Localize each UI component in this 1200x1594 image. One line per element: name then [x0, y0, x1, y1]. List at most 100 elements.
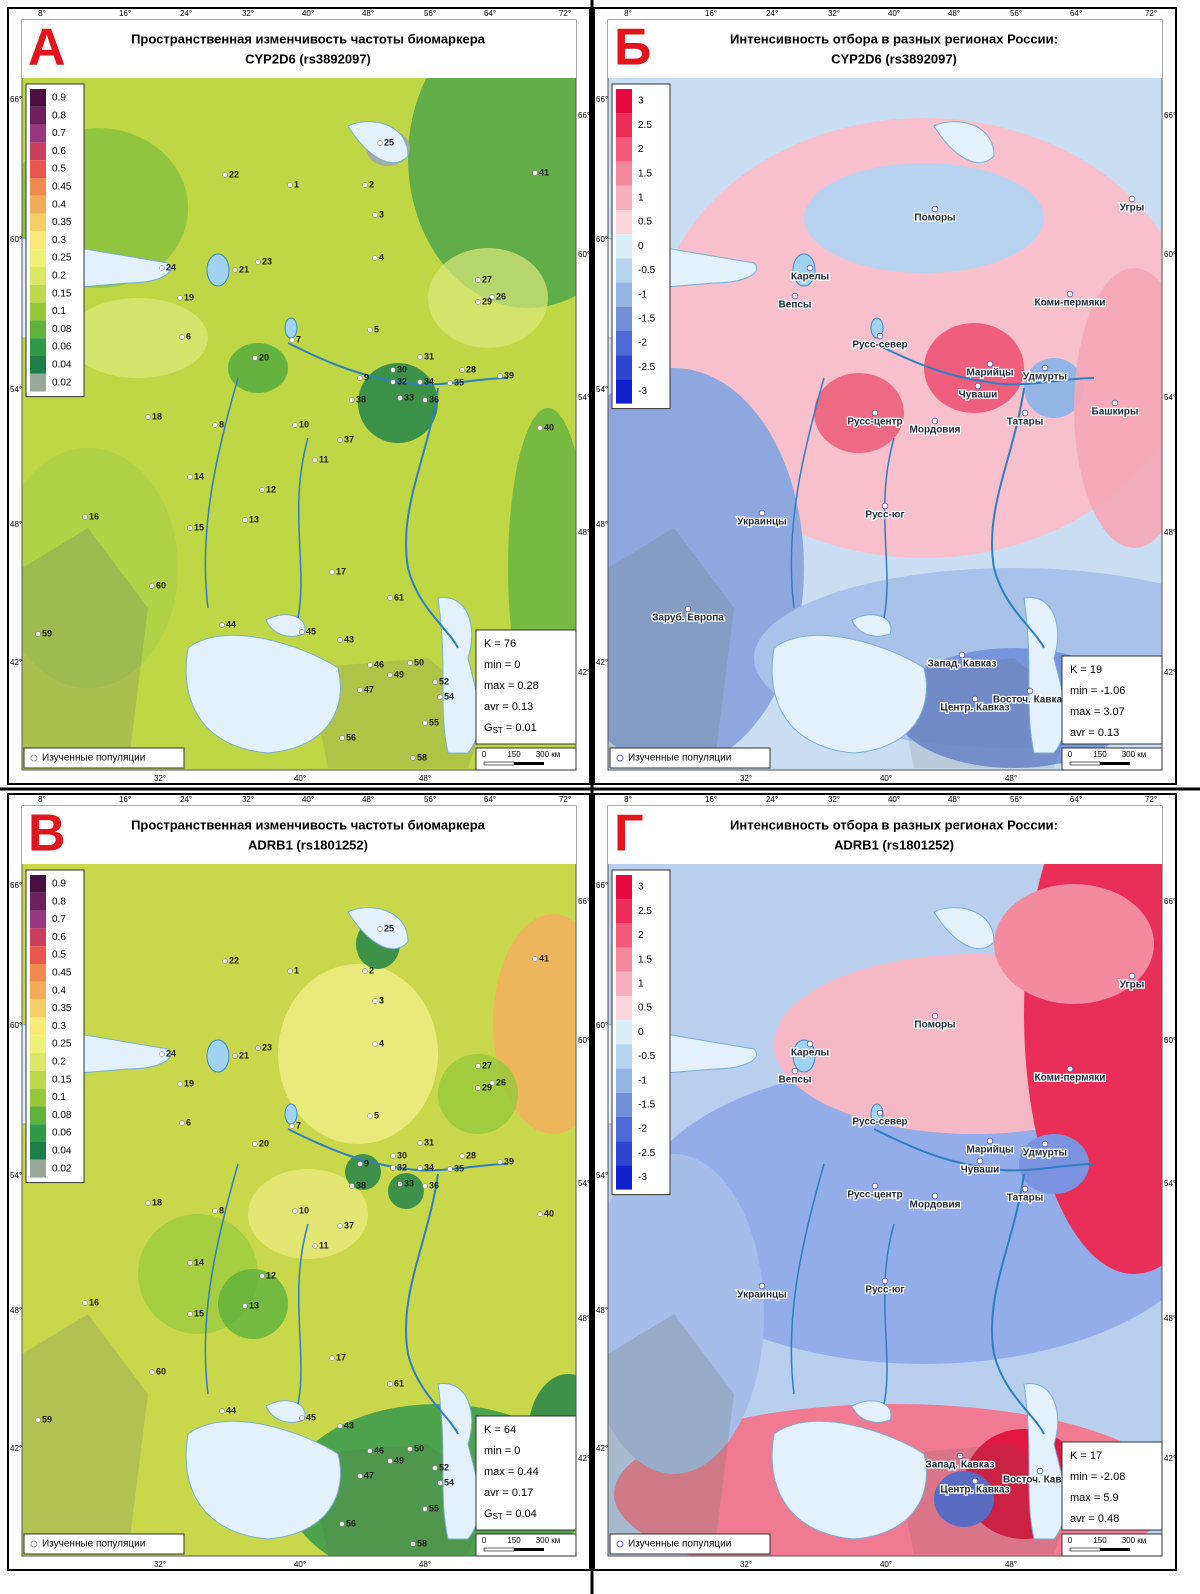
legend-label: -3 — [638, 1172, 647, 1183]
region-point — [931, 205, 939, 213]
region-point — [881, 502, 889, 510]
gst-symbol: G — [484, 1508, 493, 1520]
legend-label: -0.5 — [638, 265, 656, 276]
legend-label: 0.7 — [52, 128, 66, 139]
scale-label: 300 км — [536, 750, 561, 759]
region-label: Татары — [1007, 1193, 1044, 1204]
population-point — [390, 1153, 396, 1159]
population-label: 60 — [156, 580, 166, 590]
stat: K = 76 — [484, 638, 516, 650]
population-point — [422, 1183, 428, 1189]
panel-letter: Г — [614, 805, 643, 863]
note-box — [23, 1533, 185, 1555]
population-point — [372, 255, 378, 261]
water — [185, 1420, 341, 1540]
lon-label: 16° — [119, 795, 131, 804]
region-label: Русс-север — [852, 340, 907, 351]
population-point — [537, 425, 543, 431]
scale-box — [1061, 1533, 1163, 1557]
legend-swatch — [30, 124, 46, 143]
population-point — [299, 629, 305, 635]
title-box — [608, 20, 1162, 78]
lon-label: 8° — [38, 9, 46, 18]
river — [287, 342, 509, 386]
legend-swatch — [30, 267, 46, 285]
population-point — [410, 1541, 416, 1547]
population-point — [287, 968, 293, 974]
legend-swatch — [30, 1070, 46, 1089]
legend-swatch — [30, 142, 46, 161]
population-point — [255, 1045, 261, 1051]
population-label: 24 — [166, 1048, 176, 1058]
region-point — [956, 1452, 964, 1460]
population-label: 38 — [356, 394, 366, 404]
lon-label: 40° — [294, 774, 306, 783]
lat-label: 60° — [1164, 1036, 1176, 1045]
region-label: Татары — [1007, 417, 1044, 428]
population-label: 31 — [424, 1137, 434, 1147]
lon-label: 16° — [119, 9, 131, 18]
lon-label: 24° — [180, 9, 192, 18]
stat: avr = 0.17 — [484, 1487, 533, 1499]
population-point — [299, 1415, 305, 1421]
population-point — [187, 1311, 193, 1317]
population-label: 15 — [194, 522, 204, 532]
zone — [22, 448, 178, 688]
region-point — [1021, 1185, 1029, 1193]
population-label: 52 — [439, 1462, 449, 1472]
population-point — [422, 1506, 428, 1512]
legend-swatch — [30, 1106, 46, 1125]
population-point — [337, 1423, 343, 1429]
lake — [792, 253, 816, 287]
population-point — [497, 373, 503, 379]
map-panel: Поморы Угры Карелы Вепсы Коми-пермяки Русс-се… — [593, 7, 1177, 785]
lat-label: 42° — [10, 1444, 22, 1453]
population-label: 61 — [394, 592, 404, 602]
population-point — [367, 327, 373, 333]
legend-label: 2.5 — [638, 120, 652, 131]
gst-value: = 0.01 — [503, 722, 537, 734]
lat-label: 42° — [1164, 1454, 1176, 1463]
population-label: 26 — [496, 1077, 506, 1087]
population-label: 40 — [544, 1208, 554, 1218]
note-text: Изученные популяции — [628, 1539, 731, 1550]
title-box — [608, 806, 1162, 864]
legend-label: 0.8 — [52, 110, 66, 121]
legend-swatch — [30, 178, 46, 196]
population-point — [417, 354, 423, 360]
lat-label: 66° — [596, 95, 608, 104]
population-label: 45 — [306, 626, 316, 636]
legend-swatch — [616, 899, 632, 924]
river — [204, 1163, 239, 1395]
region-point — [986, 360, 994, 368]
population-label: 37 — [344, 1220, 354, 1230]
legend-label: 0.6 — [52, 932, 66, 943]
legend-label: 0.4 — [52, 985, 66, 996]
scale-bar — [483, 1547, 515, 1552]
region-label: Запад. Кавказ — [928, 659, 997, 670]
lon-label: 16° — [705, 9, 717, 18]
lon-label: 56° — [1010, 9, 1022, 18]
population-label: 44 — [226, 619, 236, 629]
region-label: Чуваши — [961, 1165, 1000, 1176]
legend-label: 0.06 — [52, 1128, 72, 1139]
population-point — [437, 1480, 443, 1486]
region-point — [986, 1137, 994, 1145]
note-text: Изученные популяции — [628, 753, 731, 764]
legend-label: 3 — [638, 96, 644, 107]
stats-box — [1061, 1441, 1163, 1531]
lat-label: 48° — [10, 1306, 22, 1315]
legend-swatch — [616, 234, 632, 259]
stat: max = 3.07 — [1070, 706, 1125, 718]
lon-label: 72° — [559, 9, 571, 18]
region-label: Коми-пермяки — [1035, 1073, 1106, 1084]
population-point — [489, 294, 495, 300]
legend-swatch — [30, 231, 46, 250]
population-label: 33 — [404, 392, 414, 402]
zone — [388, 1173, 424, 1209]
population-label: 12 — [266, 1270, 276, 1280]
population-label: 45 — [306, 1412, 316, 1422]
note-box — [23, 747, 185, 769]
population-label: 16 — [89, 511, 99, 521]
population-label: 59 — [42, 1414, 52, 1424]
